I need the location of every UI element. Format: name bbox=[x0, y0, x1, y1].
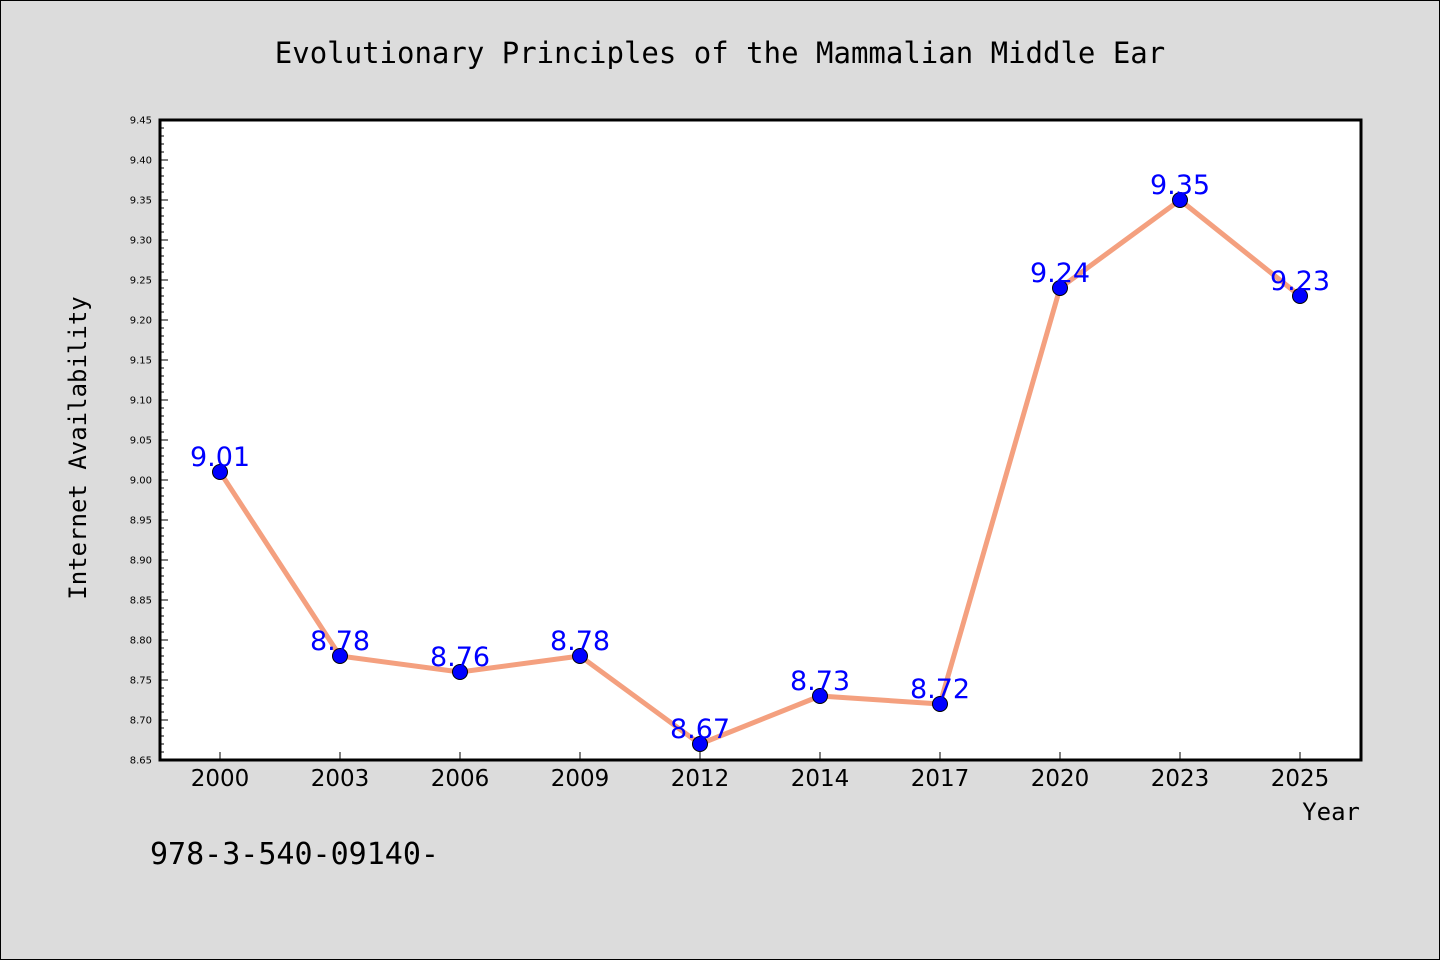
data-point-marker bbox=[692, 736, 708, 752]
data-label: 9.24 bbox=[1030, 258, 1090, 289]
x-tick-label: 2014 bbox=[791, 766, 850, 792]
data-point-marker bbox=[1292, 288, 1308, 304]
x-tick-label: 2006 bbox=[431, 766, 490, 792]
y-tick-label: 9.10 bbox=[130, 396, 152, 407]
x-tick-label: 2012 bbox=[671, 766, 730, 792]
data-label: 8.78 bbox=[310, 626, 370, 657]
y-tick-label: 8.80 bbox=[130, 636, 152, 647]
data-point-marker bbox=[572, 648, 588, 664]
chart-title: Evolutionary Principles of the Mammalian… bbox=[275, 36, 1165, 70]
y-tick-label: 8.70 bbox=[130, 716, 152, 727]
y-tick-label: 9.05 bbox=[130, 436, 152, 447]
y-tick-label: 9.30 bbox=[130, 236, 152, 247]
x-axis: 2000 2003 2006 2009 2012 2014 2017 2020 2023 2025 bbox=[191, 752, 1330, 792]
data-point-marker bbox=[332, 648, 348, 664]
data-point-marker bbox=[1172, 192, 1188, 208]
data-point-marker bbox=[212, 464, 228, 480]
x-tick-label: 2003 bbox=[311, 766, 370, 792]
y-tick-label: 9.25 bbox=[130, 276, 152, 287]
y-tick-label: 9.15 bbox=[130, 356, 152, 367]
footer-text: 978-3-540-09140- bbox=[150, 837, 439, 872]
x-tick-label: 2000 bbox=[191, 766, 250, 792]
data-point-marker bbox=[452, 664, 468, 680]
data-point-marker bbox=[812, 688, 828, 704]
x-tick-label: 2009 bbox=[551, 766, 610, 792]
data-point-marker bbox=[932, 696, 948, 712]
series-line bbox=[217, 197, 1302, 747]
y-axis-label: Internet Availability bbox=[64, 296, 92, 599]
y-tick-label: 8.90 bbox=[130, 556, 152, 567]
plot-border bbox=[158, 118, 1363, 762]
y-tick-label: 9.20 bbox=[130, 316, 152, 327]
plot-area bbox=[160, 120, 1361, 760]
data-label: 8.72 bbox=[910, 674, 970, 705]
data-label: 9.01 bbox=[190, 442, 250, 473]
data-point-marker bbox=[1052, 280, 1068, 296]
data-label: 8.67 bbox=[670, 714, 730, 745]
x-tick-label: 2017 bbox=[911, 766, 970, 792]
y-tick-label: 9.00 bbox=[130, 476, 152, 487]
series-line-group: 9.01 8.78 8.76 8.78 8.67 8.73 8.72 9.24 9.35 9.23 bbox=[190, 170, 1330, 752]
data-label: 8.73 bbox=[790, 666, 850, 697]
y-tick-label: 8.65 bbox=[130, 756, 152, 767]
y-tick-label: 9.45 bbox=[130, 116, 152, 127]
y-tick-label: 9.35 bbox=[130, 196, 152, 207]
y-tick-label: 8.95 bbox=[130, 516, 152, 527]
y-tick-label: 8.85 bbox=[130, 596, 152, 607]
data-label: 8.78 bbox=[550, 626, 610, 657]
x-tick-label: 2025 bbox=[1271, 766, 1330, 792]
x-tick-label: 2020 bbox=[1031, 766, 1090, 792]
y-tick-label: 9.40 bbox=[130, 156, 152, 167]
x-tick-label: 2023 bbox=[1151, 766, 1210, 792]
x-axis-label: Year bbox=[1302, 798, 1360, 826]
data-label: 9.35 bbox=[1150, 170, 1210, 201]
data-label: 8.76 bbox=[430, 642, 490, 673]
data-label: 9.23 bbox=[1270, 266, 1330, 297]
y-tick-label: 8.75 bbox=[130, 676, 152, 687]
